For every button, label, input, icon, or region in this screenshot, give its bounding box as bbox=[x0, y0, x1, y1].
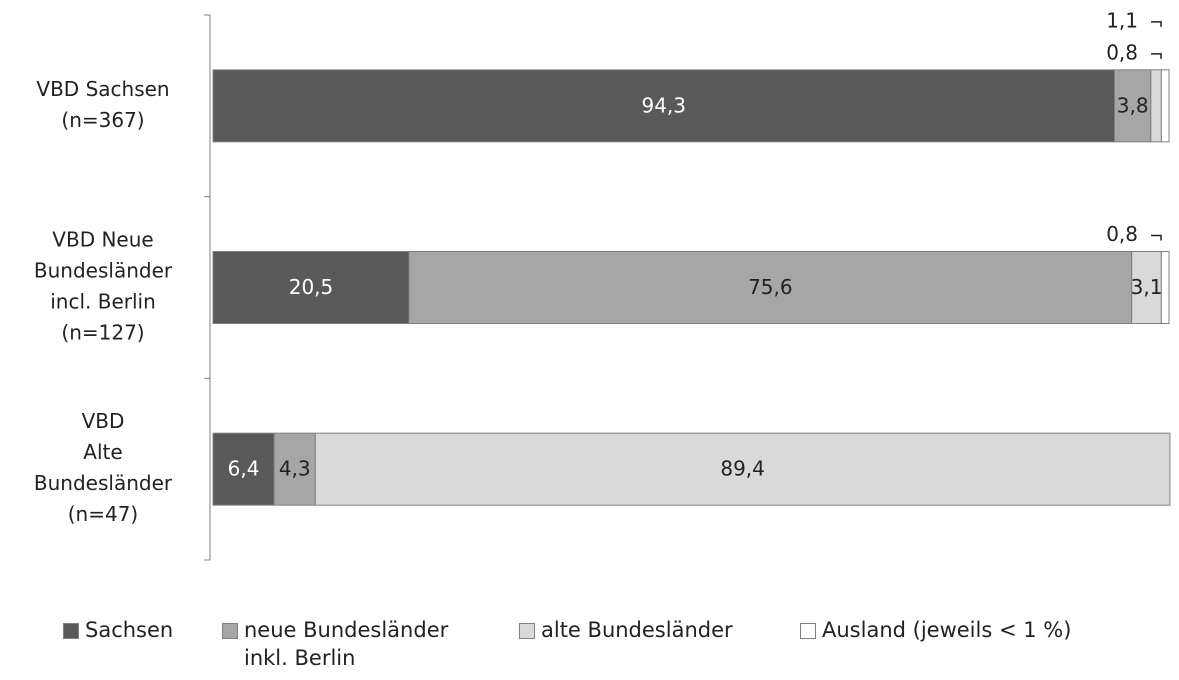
leader bbox=[1151, 234, 1162, 241]
legend-swatch bbox=[63, 623, 79, 639]
category-label: incl. Berlin bbox=[50, 290, 156, 314]
category-label: (n=127) bbox=[61, 321, 144, 345]
legend-label: neue Bundesländer inkl. Berlin bbox=[244, 618, 449, 670]
leader bbox=[1151, 21, 1162, 27]
legend-item: alte Bundesländer bbox=[519, 616, 789, 644]
value-label: 6,4 bbox=[228, 457, 260, 481]
legend-label: Sachsen bbox=[85, 618, 174, 642]
category-label: VBD Neue bbox=[52, 228, 153, 252]
value-label: 0,8 bbox=[1106, 222, 1138, 246]
value-label: 75,6 bbox=[748, 275, 793, 299]
bar-segment bbox=[212, 432, 275, 506]
legend-item: neue Bundesländer inkl. Berlin bbox=[222, 616, 492, 672]
chart: VBD Sachsen (n=367) VBD Neue Bundesländer in… bbox=[34, 8, 1171, 561]
value-label: 0,8 bbox=[1106, 40, 1138, 64]
value-label: 4,3 bbox=[279, 457, 311, 481]
leader bbox=[1151, 53, 1162, 59]
category-label: (n=47) bbox=[68, 502, 139, 526]
legend-swatch bbox=[519, 623, 535, 639]
value-label: 20,5 bbox=[289, 275, 334, 299]
bar-segment bbox=[1114, 69, 1152, 143]
bar-segment bbox=[314, 432, 1171, 506]
bar-segment bbox=[212, 251, 410, 324]
bar-segment bbox=[1160, 69, 1170, 143]
category-label: VBD bbox=[82, 409, 125, 433]
legend-item: Ausland (jeweils < 1 %) bbox=[800, 616, 1170, 644]
category-label: Alte bbox=[83, 440, 122, 464]
category-label: VBD Sachsen bbox=[36, 77, 169, 101]
legend-item: Sachsen bbox=[63, 616, 213, 644]
category-label: Bundesländer bbox=[34, 471, 173, 495]
legend-label: alte Bundesländer bbox=[541, 618, 733, 642]
bar-segment bbox=[1160, 251, 1170, 324]
bar-segment bbox=[1131, 251, 1162, 324]
legend-label: Ausland (jeweils < 1 %) bbox=[822, 618, 1072, 642]
bar-segment bbox=[408, 251, 1133, 324]
bar-segment bbox=[273, 432, 316, 506]
bar-segment bbox=[1150, 69, 1162, 143]
bar-segment bbox=[212, 69, 1116, 143]
value-label: 3,1 bbox=[1131, 275, 1163, 299]
value-label: 3,8 bbox=[1117, 93, 1149, 117]
value-label: 94,3 bbox=[641, 93, 686, 117]
legend-swatch bbox=[222, 623, 238, 639]
category-label: Bundesländer bbox=[34, 259, 173, 283]
category-label: (n=367) bbox=[61, 108, 144, 132]
legend-swatch bbox=[800, 623, 816, 639]
value-label: 89,4 bbox=[720, 457, 765, 481]
value-label: 1,1 bbox=[1106, 8, 1138, 32]
